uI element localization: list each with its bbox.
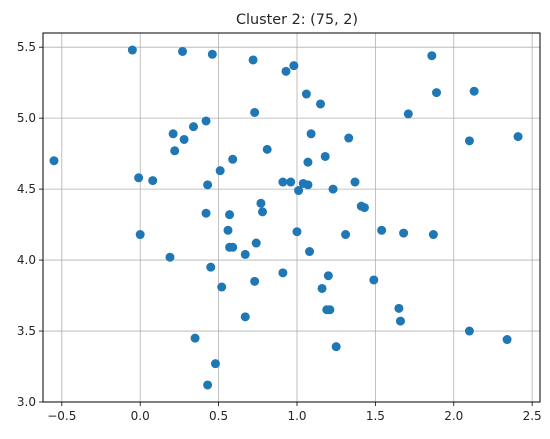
data-point: [207, 49, 217, 59]
data-point: [399, 228, 409, 238]
plot-frame: [42, 32, 541, 403]
x-tick-label: 0.5: [209, 409, 228, 423]
data-point: [325, 305, 335, 315]
x-tick-label: 0.0: [131, 409, 150, 423]
data-point: [168, 129, 178, 139]
chart-title: Cluster 2: (75, 2): [236, 12, 358, 28]
data-point: [281, 66, 291, 76]
data-point: [316, 99, 326, 109]
y-tick-label: 5.5: [17, 40, 36, 54]
x-tick-label: 1.5: [366, 409, 385, 423]
y-tick-label: 5.0: [17, 111, 36, 125]
data-point: [278, 177, 288, 187]
data-point: [289, 61, 299, 71]
y-tick-label: 3.0: [17, 395, 36, 409]
data-point: [286, 177, 296, 187]
data-point: [228, 154, 238, 164]
data-point: [464, 136, 474, 146]
x-tick-label: 2.5: [523, 409, 542, 423]
data-point: [394, 303, 404, 313]
data-point: [306, 129, 316, 139]
data-point: [240, 249, 250, 259]
data-point: [248, 55, 258, 65]
data-points: [49, 45, 523, 390]
data-point: [331, 342, 341, 352]
data-point: [250, 276, 260, 286]
data-point: [201, 208, 211, 218]
data-point: [369, 275, 379, 285]
data-point: [189, 122, 199, 132]
x-tick-label: 1.0: [287, 409, 306, 423]
data-point: [135, 230, 145, 240]
data-point: [225, 210, 235, 220]
axes: −0.5 0.0 0.5 1.0 1.5 2.0 2.5 3.0 3.5 4.0 4.5 5.0 5.5: [17, 40, 542, 423]
data-point: [395, 316, 405, 326]
data-point: [305, 247, 315, 257]
data-point: [469, 86, 479, 96]
data-point: [359, 203, 369, 213]
data-point: [428, 230, 438, 240]
data-point: [464, 326, 474, 336]
data-point: [341, 230, 351, 240]
data-point: [377, 225, 387, 235]
data-point: [217, 282, 227, 292]
data-point: [251, 238, 261, 248]
data-point: [432, 88, 442, 98]
data-point: [257, 207, 267, 217]
data-point: [127, 45, 137, 55]
data-point: [148, 176, 158, 186]
data-point: [203, 180, 213, 190]
data-point: [317, 283, 327, 293]
data-point: [427, 51, 437, 61]
data-point: [292, 227, 302, 237]
data-point: [323, 271, 333, 281]
data-point: [49, 156, 59, 166]
data-point: [328, 184, 338, 194]
data-point: [134, 173, 144, 183]
data-point: [303, 157, 313, 167]
y-tick-label: 4.5: [17, 182, 36, 196]
data-point: [178, 46, 188, 56]
data-point: [350, 177, 360, 187]
data-point: [294, 186, 304, 196]
data-point: [201, 116, 211, 126]
data-point: [262, 144, 272, 154]
data-point: [165, 252, 175, 262]
data-point: [320, 151, 330, 161]
data-point: [301, 89, 311, 99]
data-point: [179, 134, 189, 144]
data-point: [240, 312, 250, 322]
data-point: [344, 133, 354, 143]
y-tick-label: 3.5: [17, 324, 36, 338]
x-tick-label: −0.5: [47, 409, 76, 423]
data-point: [278, 268, 288, 278]
data-point: [256, 198, 266, 208]
x-tick-label: 2.0: [444, 409, 463, 423]
data-point: [170, 146, 180, 156]
data-point: [223, 225, 233, 235]
data-point: [502, 335, 512, 345]
data-point: [215, 166, 225, 176]
data-point: [250, 107, 260, 117]
data-point: [203, 380, 213, 390]
data-point: [513, 132, 523, 142]
y-tick-label: 4.0: [17, 253, 36, 267]
data-point: [303, 180, 313, 190]
data-point: [228, 242, 238, 252]
data-point: [210, 359, 220, 369]
data-point: [206, 262, 216, 272]
grid-lines: [43, 33, 540, 403]
data-point: [403, 109, 413, 119]
data-point: [190, 333, 200, 343]
